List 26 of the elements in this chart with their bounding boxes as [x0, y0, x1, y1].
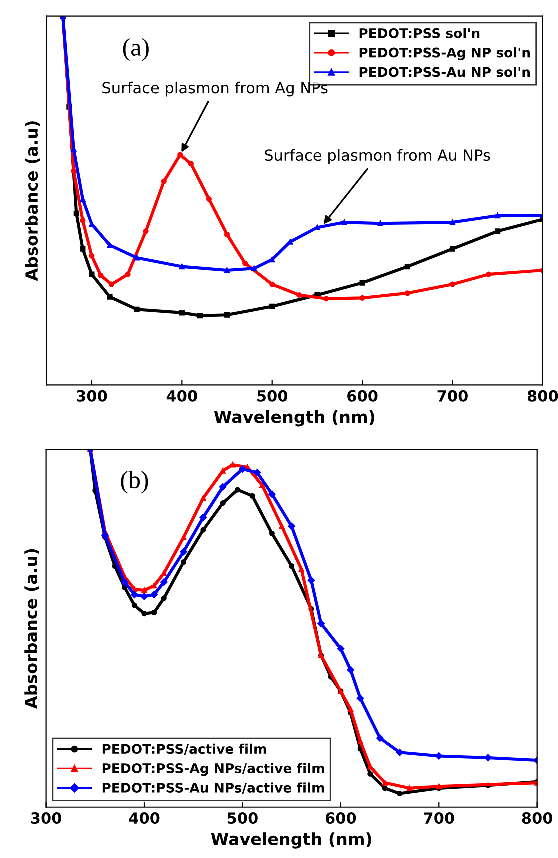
annotation: (b) — [121, 471, 148, 494]
x-tick-label: 700 — [424, 812, 454, 824]
legend-label: PEDOT:PSS-Au NPs/active film — [102, 782, 324, 794]
x-tick-label: 300 — [77, 390, 108, 402]
legend-label: PEDOT:PSS sol'n — [360, 28, 480, 38]
legend-label: PEDOT:PSS-Au NP sol'n — [360, 67, 530, 78]
annotation: Surface plasmon from Au NPs — [265, 149, 490, 164]
x-tick-label: 400 — [166, 390, 198, 402]
legend-label: PEDOT:PSS-Ag NP sol'n — [360, 48, 530, 60]
x-axis-title: Wavelength (nm) — [214, 410, 375, 427]
x-tick-label: 700 — [438, 390, 468, 402]
x-tick-label: 800 — [528, 390, 558, 402]
x-tick-label: 600 — [348, 390, 378, 402]
x-tick-label: 600 — [326, 812, 356, 824]
x-axis-title: Wavelength (nm) — [211, 832, 372, 849]
x-tick-label: 300 — [31, 812, 62, 824]
x-tick-label: 400 — [129, 812, 160, 824]
legend-label: PEDOT:PSS/active film — [102, 744, 266, 756]
annotation: (a) — [123, 38, 149, 62]
y-axis-title: Absorbance (a.u) — [25, 122, 40, 282]
y-axis-title: Absorbance (a.u) — [24, 549, 40, 709]
x-tick-label: 500 — [258, 390, 288, 402]
x-tick-label: 500 — [228, 812, 258, 824]
legend-label: PEDOT:PSS-Ag NPs/active film — [102, 763, 324, 776]
annotation: Surface plasmon from Ag NPs — [102, 82, 328, 97]
x-tick-label: 800 — [522, 812, 553, 824]
